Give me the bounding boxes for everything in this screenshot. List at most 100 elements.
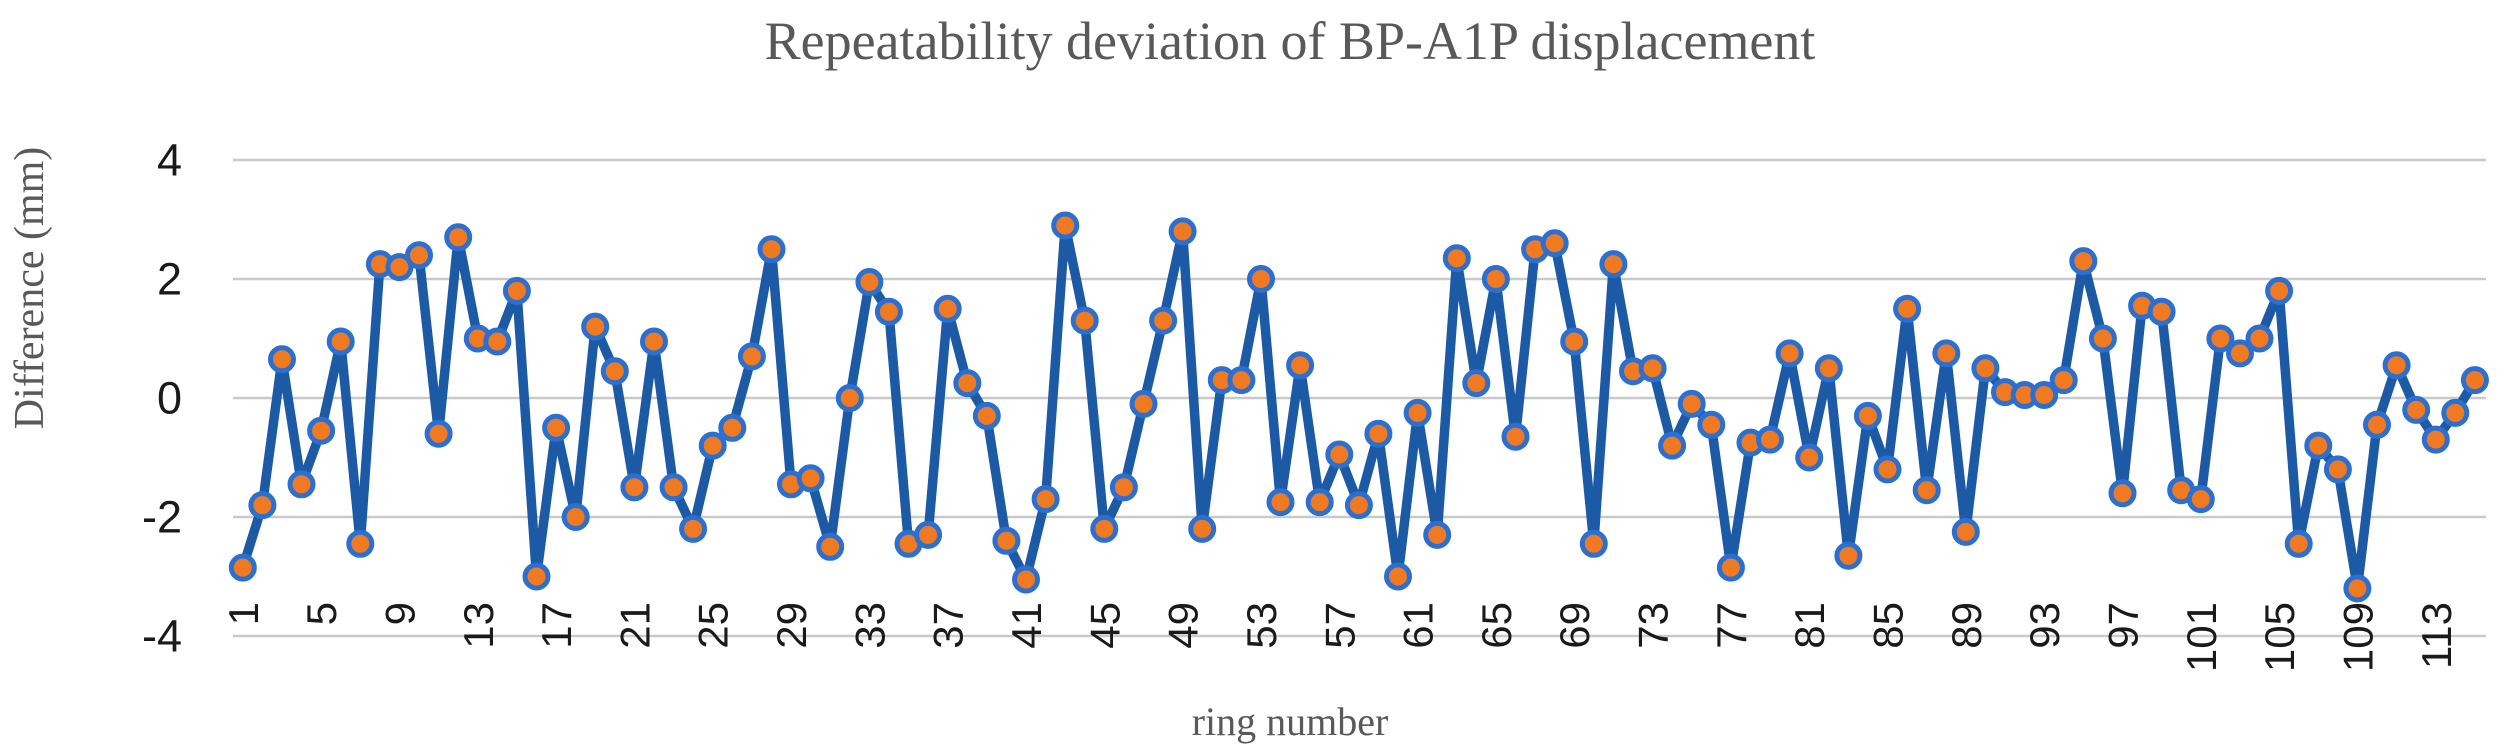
data-point-marker bbox=[346, 529, 375, 558]
x-tick-label: 25 bbox=[690, 602, 737, 649]
x-tick-label: 101 bbox=[2178, 602, 2225, 672]
data-point-marker bbox=[1599, 250, 1628, 279]
x-tick-label: 45 bbox=[1081, 602, 1128, 649]
data-point-marker bbox=[1697, 410, 1726, 439]
data-point-marker bbox=[542, 413, 571, 442]
data-point-marker bbox=[914, 520, 943, 549]
data-point-marker bbox=[502, 276, 531, 305]
data-point-marker bbox=[1971, 354, 2000, 383]
x-tick-label: 77 bbox=[1708, 602, 1755, 649]
data-point-marker bbox=[953, 369, 982, 398]
data-point-marker bbox=[2049, 366, 2078, 395]
data-point-marker bbox=[1658, 431, 1687, 460]
data-point-marker bbox=[1795, 443, 1824, 472]
data-point-marker bbox=[2147, 297, 2176, 326]
data-point-marker bbox=[659, 473, 688, 502]
x-tick-label: 73 bbox=[1630, 602, 1677, 649]
data-point-marker bbox=[2245, 324, 2274, 353]
x-tick-label: 33 bbox=[846, 602, 893, 649]
data-point-marker bbox=[1716, 553, 1745, 582]
data-point-marker bbox=[1873, 455, 1902, 484]
x-tick-label: 49 bbox=[1160, 602, 1207, 649]
data-point-marker bbox=[444, 223, 473, 252]
data-point-marker bbox=[1384, 562, 1412, 591]
data-point-marker bbox=[1090, 514, 1119, 543]
y-axis-title: Difference (mm) bbox=[7, 146, 53, 430]
data-point-marker bbox=[1247, 265, 1275, 293]
data-point-marker bbox=[248, 491, 277, 520]
x-tick-label: 41 bbox=[1003, 602, 1050, 649]
data-point-marker bbox=[1893, 294, 1922, 323]
data-point-marker bbox=[424, 419, 453, 448]
x-tick-label: 97 bbox=[2099, 602, 2146, 649]
data-point-marker bbox=[1403, 398, 1432, 427]
x-tick-label: 61 bbox=[1395, 602, 1442, 649]
data-point-marker bbox=[287, 470, 316, 499]
data-point-marker bbox=[1462, 369, 1491, 398]
x-tick-label: 37 bbox=[925, 602, 972, 649]
y-tick-label: 4 bbox=[157, 135, 182, 186]
data-point-marker bbox=[796, 464, 825, 493]
data-point-marker bbox=[737, 342, 766, 371]
data-point-marker bbox=[2421, 425, 2450, 454]
data-point-marker bbox=[2088, 324, 2117, 353]
data-point-marker bbox=[2323, 455, 2352, 484]
data-point-marker bbox=[1501, 422, 1530, 451]
data-point-marker bbox=[1853, 401, 1882, 430]
data-point-marker bbox=[992, 526, 1021, 555]
data-point-marker bbox=[2343, 574, 2372, 603]
x-tick-label: 85 bbox=[1865, 602, 1912, 649]
data-point-marker bbox=[326, 327, 355, 356]
data-point-marker bbox=[1481, 265, 1510, 293]
data-point-marker bbox=[1188, 514, 1217, 543]
data-point-marker bbox=[2226, 339, 2254, 368]
data-point-marker bbox=[1286, 351, 1315, 380]
data-point-marker bbox=[1932, 339, 1961, 368]
data-point-marker bbox=[1266, 488, 1295, 517]
data-point-marker bbox=[835, 384, 864, 412]
data-point-marker bbox=[757, 235, 786, 264]
data-point-marker bbox=[2460, 366, 2489, 395]
data-point-marker bbox=[1442, 244, 1471, 273]
data-point-marker bbox=[2382, 351, 2411, 380]
data-point-marker bbox=[2069, 247, 2098, 276]
data-point-marker bbox=[855, 268, 884, 296]
x-tick-label: 93 bbox=[2021, 602, 2068, 649]
data-point-marker bbox=[2030, 381, 2059, 409]
data-point-marker bbox=[698, 431, 727, 460]
data-point-marker bbox=[1756, 425, 1784, 454]
x-tick-label: 5 bbox=[298, 602, 345, 625]
x-tick-label: 69 bbox=[1551, 602, 1598, 649]
y-tick-label: -2 bbox=[142, 492, 182, 543]
data-point-marker bbox=[405, 241, 433, 270]
data-point-marker bbox=[1834, 541, 1863, 570]
data-point-marker bbox=[2304, 431, 2333, 460]
data-point-marker bbox=[1364, 419, 1393, 448]
data-point-marker bbox=[1579, 529, 1608, 558]
data-point-marker bbox=[1560, 327, 1589, 356]
data-point-marker bbox=[2441, 398, 2470, 427]
x-tick-label: 13 bbox=[455, 602, 502, 649]
data-point-marker bbox=[640, 327, 668, 356]
data-point-marker bbox=[1677, 389, 1706, 418]
x-tick-label: 105 bbox=[2256, 602, 2303, 672]
x-tick-label: 17 bbox=[533, 602, 580, 649]
data-point-marker bbox=[1951, 517, 1980, 546]
data-point-marker bbox=[2206, 324, 2235, 353]
x-tick-label: 89 bbox=[1943, 602, 1990, 649]
data-point-marker bbox=[2284, 529, 2313, 558]
data-point-marker bbox=[1012, 565, 1040, 594]
data-point-marker bbox=[2108, 479, 2137, 508]
data-point-marker bbox=[1070, 306, 1099, 335]
data-point-marker bbox=[1423, 520, 1452, 549]
x-tick-label: 9 bbox=[376, 602, 423, 625]
data-point-marker bbox=[816, 532, 845, 561]
y-tick-label: -4 bbox=[142, 611, 182, 662]
data-point-marker bbox=[561, 503, 590, 531]
data-point-marker bbox=[1109, 473, 1138, 502]
x-tick-label: 1 bbox=[220, 602, 267, 625]
data-point-marker bbox=[581, 312, 610, 341]
data-point-marker bbox=[522, 562, 551, 591]
